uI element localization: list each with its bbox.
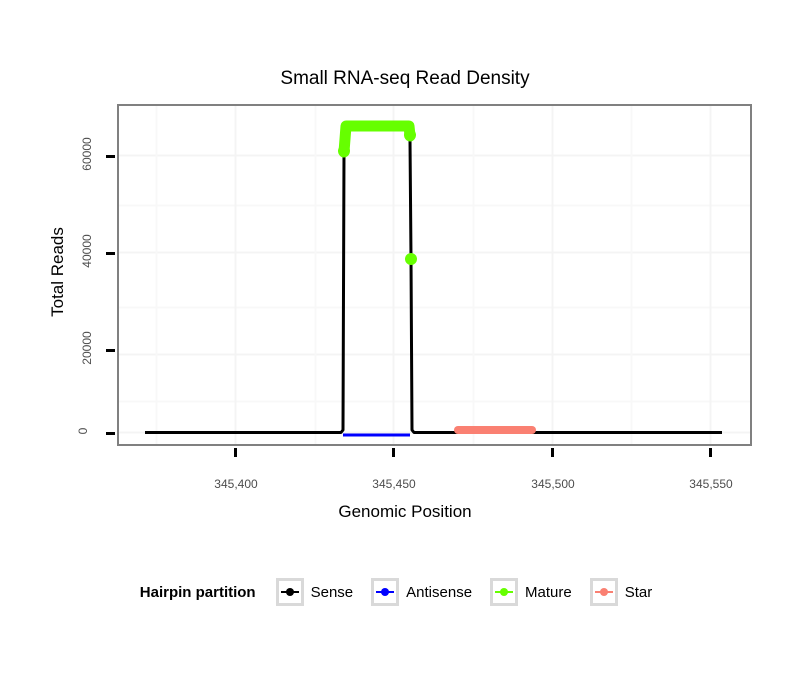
legend-label-antisense: Antisense xyxy=(406,583,473,601)
legend-item-antisense[interactable]: Antisense xyxy=(371,578,486,606)
series-sense xyxy=(145,126,722,434)
y-tick-label-40000: 40000 xyxy=(80,234,94,268)
x-tick-mark-345550 xyxy=(709,448,712,457)
x-tick-mark-345450 xyxy=(392,448,395,457)
legend-label-mature: Mature xyxy=(525,583,572,601)
x-tick-label-345550: 345,550 xyxy=(689,477,733,491)
gridlines xyxy=(119,106,750,444)
legend-item-star[interactable]: Star xyxy=(589,578,667,606)
x-axis-label: Genomic Position xyxy=(338,502,472,521)
legend-item-mature[interactable]: Mature xyxy=(490,578,586,606)
legend-item-sense[interactable]: Sense xyxy=(275,578,368,606)
chart-legend: Hairpin partition Sense Antisense Mature xyxy=(0,578,810,606)
chart-title: Small RNA-seq Read Density xyxy=(280,68,530,89)
y-tick-mark-60000 xyxy=(106,155,115,158)
x-tick-label-345500: 345,500 xyxy=(531,477,575,491)
legend-key-star-icon xyxy=(589,578,618,606)
legend-label-star: Star xyxy=(624,583,653,601)
y-tick-label-0: 0 xyxy=(76,427,90,435)
x-tick-mark-345500 xyxy=(551,448,554,457)
plot-area xyxy=(119,106,750,444)
x-tick-label-345400: 345,400 xyxy=(214,477,258,491)
y-tick-label-60000: 60000 xyxy=(80,137,94,171)
x-tick-mark-345400 xyxy=(234,448,237,457)
y-tick-label-20000: 20000 xyxy=(80,331,94,365)
legend-key-antisense-icon xyxy=(371,578,400,606)
y-tick-mark-40000 xyxy=(106,252,115,255)
y-tick-mark-20000 xyxy=(106,349,115,352)
y-axis-label: Total Reads xyxy=(48,227,67,317)
legend-key-sense-icon xyxy=(275,578,304,606)
legend-title: Hairpin partition xyxy=(139,583,256,601)
legend-label-sense: Sense xyxy=(310,583,354,601)
plot-svg xyxy=(119,106,750,444)
plot-panel xyxy=(117,104,752,446)
legend-key-mature-icon xyxy=(490,578,519,606)
y-tick-mark-0 xyxy=(106,432,115,435)
series-mature xyxy=(338,120,417,265)
x-tick-label-345450: 345,450 xyxy=(372,477,416,491)
